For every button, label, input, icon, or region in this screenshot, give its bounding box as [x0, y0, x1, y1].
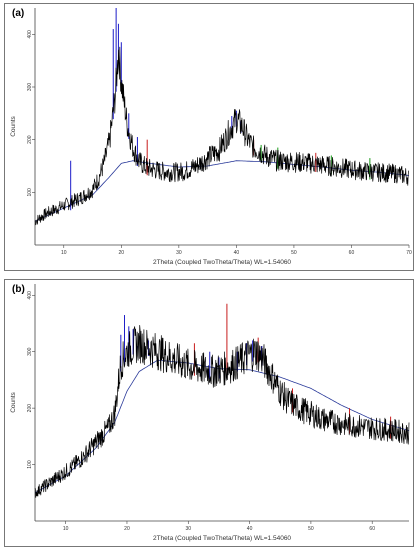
y-tick-label: 100	[27, 460, 33, 469]
measured-trace	[34, 46, 409, 226]
x-tick-label: 10	[61, 250, 67, 256]
y-tick-label: 100	[27, 188, 33, 197]
y-tick-label: 300	[27, 347, 33, 356]
x-axis-title: 2Theta (Coupled TwoTheta/Theta) WL=1.540…	[153, 259, 291, 266]
xrd-chart-a: 100 200 300 400 10 20 30 40 50 60 70 Counts 2Theta (…	[10, 8, 412, 266]
xrd-panel-a: (a) 100 200 300 400 10 20 30 40 50 60 70 Counts 2The…	[4, 3, 414, 271]
x-tick-label: 60	[369, 526, 375, 532]
x-tick-label: 20	[124, 526, 130, 532]
y-tick-label: 400	[27, 30, 33, 39]
x-tick-label: 40	[234, 250, 240, 256]
x-tick-label: 50	[308, 526, 314, 532]
y-axis-title: Counts	[10, 391, 17, 412]
x-tick-label: 60	[349, 250, 355, 256]
xrd-panel-b: (b) 100 200 300 400 10 20 30 40 50 60 Counts 2Theta…	[4, 279, 414, 547]
x-tick-label: 20	[119, 250, 125, 256]
x-tick-label: 70	[406, 250, 412, 256]
panel-label: (a)	[12, 8, 25, 19]
background-curve	[34, 160, 410, 222]
x-tick-label: 30	[185, 526, 191, 532]
x-axis-title: 2Theta (Coupled TwoTheta/Theta) WL=1.540…	[153, 535, 291, 542]
x-tick-label: 50	[291, 250, 297, 256]
y-tick-label: 300	[27, 83, 33, 92]
panel-label: (b)	[12, 284, 25, 295]
x-tick-label: 40	[247, 526, 253, 532]
y-tick-label: 200	[27, 404, 33, 413]
x-tick-label: 30	[176, 250, 182, 256]
y-axis-title: Counts	[10, 115, 17, 136]
xrd-chart-b: 100 200 300 400 10 20 30 40 50 60 Counts 2Theta (Co…	[10, 284, 410, 542]
y-tick-label: 200	[27, 135, 33, 144]
y-tick-label: 400	[27, 291, 33, 300]
x-tick-label: 10	[63, 526, 69, 532]
measured-trace	[34, 324, 410, 498]
